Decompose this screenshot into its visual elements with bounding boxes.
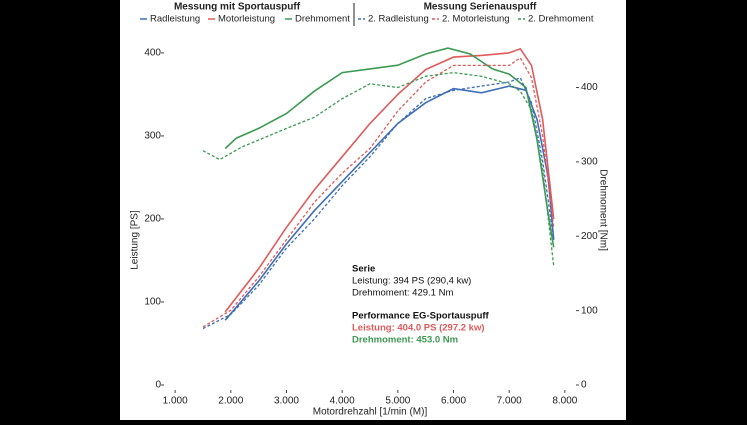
chart-background [120,0,626,420]
legend-label: Drehmoment [295,14,350,25]
y-tick-label: 100 [144,297,161,308]
series-line [202,56,555,328]
legend-group-title: Messung mit Sportauspuff [174,2,301,13]
y-tick-label: 0 [155,380,161,391]
legend-label: 2. Radleistung [368,14,429,25]
legend-label: 2. Motorleistung [442,14,510,25]
annotation: Leistung: 404.0 PS (297.2 kw) [352,323,485,334]
x-tick-label: 5.000 [385,396,410,407]
x-axis-label: Motordrehzahl [1/min (M)] [313,407,428,418]
y2-tick-label: 400 [581,82,598,93]
series-line [202,71,555,267]
y2-tick-label: 300 [581,157,598,168]
y2-tick-label: 200 [581,231,598,242]
legend-group-title: Messung Serienauspuff [424,2,537,13]
x-tick-label: 3.000 [274,396,299,407]
y2-tick-label: 0 [581,380,587,391]
series-line [224,85,555,321]
x-tick-label: 7.000 [497,396,522,407]
y-axis-label: Leistung [PS] [130,210,141,270]
annotation: Drehmoment: 429.1 Nm [352,288,453,299]
y2-axis-label: Drehmoment [Nm] [597,169,608,251]
y2-tick-label: 100 [581,305,598,316]
y-tick-label: 400 [144,48,161,59]
x-tick-label: 1.000 [163,396,188,407]
annotation: Performance EG-Sportauspuff [352,311,490,322]
series-line [224,47,555,248]
annotation: Drehmoment: 453.0 Nm [352,335,458,346]
annotation: Serie [352,264,375,275]
legend-label: Radleistung [150,14,200,25]
annotation: Leistung: 394 PS (290,4 kw) [352,276,471,287]
x-tick-label: 8.000 [552,396,577,407]
series-line [224,47,555,313]
legend-label: 2. Drehmoment [528,14,594,25]
y-tick-label: 300 [144,131,161,142]
x-tick-label: 2.000 [218,396,243,407]
y-tick-label: 200 [144,214,161,225]
x-tick-label: 4.000 [330,396,355,407]
x-tick-label: 6.000 [441,396,466,407]
legend-label: Motorleistung [218,14,275,25]
